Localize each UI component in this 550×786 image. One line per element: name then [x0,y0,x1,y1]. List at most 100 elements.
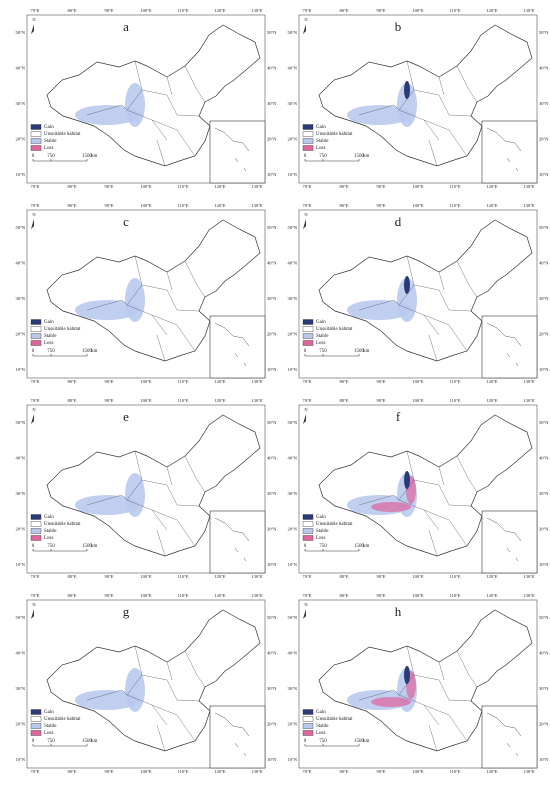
legend-label: Gain [316,515,326,520]
inset-frame [481,120,538,184]
inset-frame [481,510,538,574]
latitude-label: 10°N [267,757,277,762]
longitude-label: 70°E [302,593,311,598]
longitude-label: 120°E [486,184,498,189]
latitude-label: 40°N [287,456,297,461]
longitude-label: 110°E [177,203,188,208]
longitude-label: 110°E [177,398,188,403]
longitude-label: 120°E [214,8,226,13]
legend-label: Loss [316,146,326,151]
latitude-label: 40°N [287,66,297,71]
scale-label: 1500 [82,154,93,159]
panel-letter: e [123,409,129,424]
legend-swatch [302,535,314,541]
scale-label: 0 [32,739,35,744]
legend-label: Unsuitable habitat [44,717,81,722]
legend-label: Loss [44,731,54,736]
map-panel: 70°E 70°E 80°E 80°E 90°E 90°E 100°E 100°E 110°E 1… [15,593,277,774]
longitude-label: 110°E [449,8,460,13]
north-arrow [303,24,306,34]
longitude-label: 100°E [140,398,152,403]
scale-unit: km [91,544,98,549]
longitude-label: 110°E [449,203,460,208]
scale-label: 750 [47,154,55,159]
legend-swatch [30,730,42,736]
latitude-label: 50°N [15,615,25,620]
longitude-label: 100°E [412,8,424,13]
longitude-label: 70°E [30,769,39,774]
longitude-label: 80°E [339,184,348,189]
longitude-label: 70°E [30,203,39,208]
latitude-label: 50°N [539,420,549,425]
latitude-label: 40°N [539,651,549,656]
legend-label: Unsuitable habitat [44,132,81,137]
stable-area [75,105,139,125]
longitude-label: 80°E [339,203,348,208]
scale-label: 1500 [82,349,93,354]
china-map [318,609,533,752]
scale-label: 1500 [82,544,93,549]
latitude-label: 50°N [15,420,25,425]
panel-letter: a [123,19,129,34]
longitude-label: 130°E [523,398,535,403]
scale-unit: km [363,349,370,354]
latitude-label: 20°N [15,527,25,532]
loss-area [371,697,411,707]
latitude-label: 20°N [15,137,25,142]
china-map [46,219,261,362]
longitude-label: 130°E [523,574,535,579]
north-arrow [31,609,34,619]
longitude-label: 100°E [140,184,152,189]
longitude-label: 80°E [67,769,76,774]
latitude-label: 20°N [539,137,549,142]
longitude-label: 130°E [523,8,535,13]
latitude-label: 40°N [287,261,297,266]
scale-label: 1500 [82,739,93,744]
legend-label: Gain [316,125,326,130]
longitude-label: 120°E [486,203,498,208]
legend-label: Unsuitable habitat [316,522,353,527]
legend-label: Loss [316,341,326,346]
scale-bar [32,354,88,357]
north-arrow [31,414,34,424]
north-label: N [304,212,308,217]
loss-area [371,502,411,512]
inset-frame [209,120,266,184]
scale-unit: km [363,544,370,549]
longitude-label: 130°E [523,203,535,208]
north-label: N [32,602,36,607]
scale-bar [304,549,360,552]
legend-label: Loss [316,536,326,541]
latitude-label: 30°N [15,491,25,496]
legend-label: Stable [44,529,57,534]
north-label: N [32,212,36,217]
longitude-label: 70°E [302,398,311,403]
longitude-label: 110°E [449,184,460,189]
legend-swatch [30,319,42,325]
longitude-label: 130°E [523,379,535,384]
map-panel: 70°E 70°E 80°E 80°E 90°E 90°E 100°E 100°E 110°E 1… [287,203,549,384]
legend-label: Stable [316,334,329,339]
stable-area [125,473,145,517]
inset-coast [486,322,522,367]
scale-unit: km [91,739,98,744]
latitude-label: 50°N [267,615,277,620]
china-map [46,24,261,167]
legend-label: Stable [44,334,57,339]
legend-swatch [30,124,42,130]
longitude-label: 120°E [214,379,226,384]
longitude-label: 100°E [412,203,424,208]
latitude-label: 40°N [15,456,25,461]
legend-swatch [30,716,42,722]
legend-swatch [30,514,42,520]
longitude-label: 80°E [67,398,76,403]
stable-area [125,278,145,322]
map-panel: 70°E 70°E 80°E 80°E 90°E 90°E 100°E 100°E 110°E 1… [15,8,277,189]
longitude-label: 90°E [376,574,385,579]
longitude-label: 70°E [302,184,311,189]
latitude-label: 20°N [15,332,25,337]
longitude-label: 120°E [486,574,498,579]
latitude-label: 50°N [539,615,549,620]
north-arrow [303,219,306,229]
latitude-label: 10°N [267,367,277,372]
